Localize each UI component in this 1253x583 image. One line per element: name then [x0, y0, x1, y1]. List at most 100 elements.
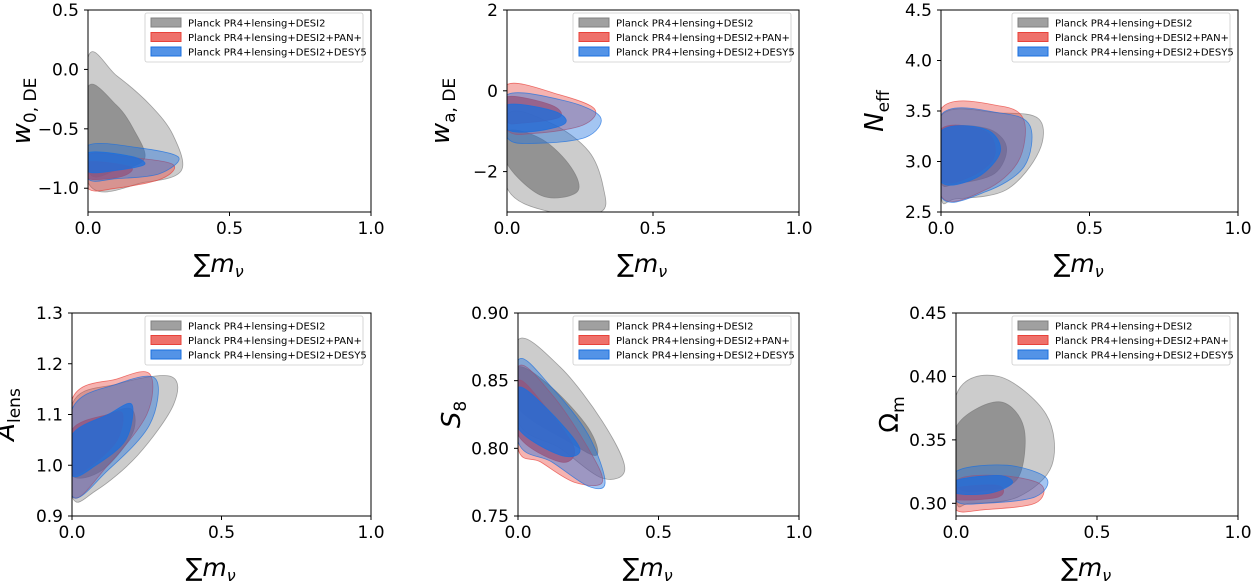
contour-inner-s8-2	[518, 386, 581, 457]
panel-s8: 0.0 0.5 1.0 0.75 0.80 0.85 0.90 ∑mν S8 Planck PR4…	[437, 304, 813, 583]
y-tick-label-s8-0: 0.75	[471, 507, 509, 527]
legend-swatch-s8-0	[578, 320, 610, 331]
legend-label-om-1: Planck PR4+lensing+DESI2+PAN+	[1055, 336, 1229, 347]
legend-label-alens-2: Planck PR4+lensing+DESI2+DESY5	[188, 351, 367, 362]
legend-swatch-alens-1	[150, 335, 182, 345]
x-tick-label-s8-1: 0.5	[645, 523, 672, 543]
legend-wa: Planck PR4+lensing+DESI2 Planck PR4+lensi…	[572, 12, 795, 63]
legend-label-alens-1: Planck PR4+lensing+DESI2+PAN+	[188, 336, 362, 347]
y-tick-label-alens-1: 1.0	[36, 456, 63, 476]
y-tick-label-om-2: 0.40	[909, 367, 947, 387]
legend-swatch-om-0	[1017, 320, 1049, 331]
x-tick-label-wa-2: 1.0	[785, 219, 812, 239]
contours-alens	[72, 371, 179, 503]
x-tick-label-alens-0: 0.0	[58, 523, 85, 543]
x-tick-label-s8-2: 1.0	[785, 523, 812, 543]
legend-swatch-wa-0	[578, 17, 610, 28]
panel-w0: 0.0 0.5 1.0 −1.0 −0.5 0.0 0.5 ∑mν w0, DE Planck P…	[7, 1, 385, 281]
legend-label-om-0: Planck PR4+lensing+DESI2	[1055, 322, 1192, 333]
y-tick-label-wa-1: 0	[487, 82, 498, 102]
legend-swatch-w0-0	[150, 17, 182, 28]
legend-swatch-om-1	[1017, 335, 1049, 345]
y-tick-label-alens-3: 1.2	[36, 355, 63, 375]
x-tick-label-om-1: 0.5	[1083, 523, 1110, 543]
legend-swatch-s8-1	[578, 335, 610, 345]
legend-label-neff-0: Planck PR4+lensing+DESI2	[1055, 19, 1192, 30]
y-tick-label-s8-3: 0.90	[471, 304, 509, 324]
x-tick-label-w0-2: 1.0	[357, 219, 384, 239]
y-tick-label-w0-1: −0.5	[38, 120, 79, 140]
contour-inner-w0-2	[88, 151, 146, 174]
contours-wa	[507, 82, 607, 212]
legend-label-neff-2: Planck PR4+lensing+DESI2+DESY5	[1055, 48, 1234, 59]
y-tick-label-neff-1: 3.0	[905, 153, 932, 173]
y-tick-label-neff-4: 4.5	[905, 1, 932, 21]
y-tick-label-neff-2: 3.5	[905, 102, 932, 122]
legend-label-w0-2: Planck PR4+lensing+DESI2+DESY5	[188, 48, 367, 59]
x-axis-label-neff: ∑mν	[1054, 249, 1104, 281]
x-tick-label-neff-1: 0.5	[1076, 219, 1103, 239]
contour-inner-wa-0	[507, 129, 580, 199]
legend-swatch-om-2	[1017, 349, 1049, 360]
x-tick-label-neff-2: 1.0	[1224, 219, 1251, 239]
y-tick-label-om-3: 0.45	[909, 304, 947, 324]
x-axis-label-om: ∑mν	[1061, 553, 1111, 583]
contours-om	[956, 374, 1055, 513]
x-tick-label-wa-0: 0.0	[493, 219, 520, 239]
x-axis-label-wa: ∑mν	[617, 249, 667, 281]
legend-swatch-alens-0	[150, 320, 182, 331]
legend-label-s8-2: Planck PR4+lensing+DESI2+DESY5	[616, 351, 795, 362]
legend-om: Planck PR4+lensing+DESI2 Planck PR4+lensi…	[1011, 315, 1234, 366]
x-axis-label-s8: ∑mν	[623, 553, 673, 583]
legend-alens: Planck PR4+lensing+DESI2 Planck PR4+lensi…	[144, 315, 367, 366]
legend-s8: Planck PR4+lensing+DESI2 Planck PR4+lensi…	[572, 315, 795, 366]
panel-wa: 0.0 0.5 1.0 −2 0 2 ∑mν wa, DE Planck PR4+lensing…	[426, 1, 813, 281]
y-tick-label-w0-0: −1.0	[38, 179, 79, 199]
y-tick-label-neff-0: 2.5	[905, 203, 932, 223]
y-tick-label-om-1: 0.35	[909, 431, 947, 451]
legend-label-s8-0: Planck PR4+lensing+DESI2	[616, 322, 753, 333]
legend-w0: Planck PR4+lensing+DESI2 Planck PR4+lensi…	[144, 12, 367, 63]
panel-neff: 0.0 0.5 1.0 2.5 3.0 3.5 4.0 4.5 ∑mν Neff Planck PR…	[860, 1, 1252, 281]
x-tick-label-alens-1: 0.5	[208, 523, 235, 543]
x-tick-label-neff-0: 0.0	[927, 219, 954, 239]
y-axis-label-wa: wa, DE	[426, 78, 460, 144]
y-tick-label-neff-3: 4.0	[905, 52, 932, 72]
x-tick-label-wa-1: 0.5	[639, 219, 666, 239]
legend-label-wa-2: Planck PR4+lensing+DESI2+DESY5	[616, 48, 795, 59]
legend-label-w0-1: Planck PR4+lensing+DESI2+PAN+	[188, 33, 362, 44]
y-tick-label-alens-2: 1.1	[36, 406, 63, 426]
legend-swatch-neff-1	[1017, 32, 1049, 42]
legend-label-wa-0: Planck PR4+lensing+DESI2	[616, 19, 753, 30]
legend-neff: Planck PR4+lensing+DESI2 Planck PR4+lensi…	[1011, 12, 1234, 63]
x-tick-label-w0-1: 0.5	[216, 219, 243, 239]
y-tick-label-wa-2: 2	[487, 1, 498, 21]
y-axis-label-s8: S8	[437, 401, 471, 428]
y-tick-label-s8-2: 0.85	[471, 372, 509, 392]
x-tick-label-alens-2: 1.0	[357, 523, 384, 543]
legend-swatch-w0-2	[150, 46, 182, 57]
y-axis-label-om: Ωm	[875, 396, 909, 432]
x-tick-label-om-0: 0.0	[942, 523, 969, 543]
panel-alens: 0.0 0.5 1.0 0.9 1.0 1.1 1.2 1.3 ∑mν Alens Planck P…	[0, 304, 385, 583]
x-tick-label-w0-0: 0.0	[74, 219, 101, 239]
contour-inner-wa-2	[507, 103, 567, 133]
y-axis-label-w0: w0, DE	[7, 78, 41, 145]
panel-om: 0.0 0.5 1.0 0.30 0.35 0.40 0.45 ∑mν Ωm Planck PR4…	[875, 304, 1252, 583]
legend-swatch-s8-2	[578, 349, 610, 360]
legend-label-neff-1: Planck PR4+lensing+DESI2+PAN+	[1055, 33, 1229, 44]
x-axis-label-w0: ∑mν	[194, 249, 244, 281]
y-tick-label-w0-2: 0.0	[52, 60, 79, 80]
legend-swatch-wa-1	[578, 32, 610, 42]
y-tick-label-alens-4: 1.3	[36, 304, 63, 324]
legend-label-alens-0: Planck PR4+lensing+DESI2	[188, 322, 325, 333]
y-axis-label-alens: Alens	[0, 388, 25, 443]
y-tick-label-w0-3: 0.5	[52, 1, 79, 21]
contours-s8	[518, 337, 626, 490]
legend-label-w0-0: Planck PR4+lensing+DESI2	[188, 19, 325, 30]
y-tick-label-wa-0: −2	[473, 163, 498, 183]
contours-w0	[88, 51, 184, 193]
legend-swatch-neff-2	[1017, 46, 1049, 57]
x-axis-label-alens: ∑mν	[186, 553, 236, 583]
contours-neff	[941, 100, 1044, 205]
